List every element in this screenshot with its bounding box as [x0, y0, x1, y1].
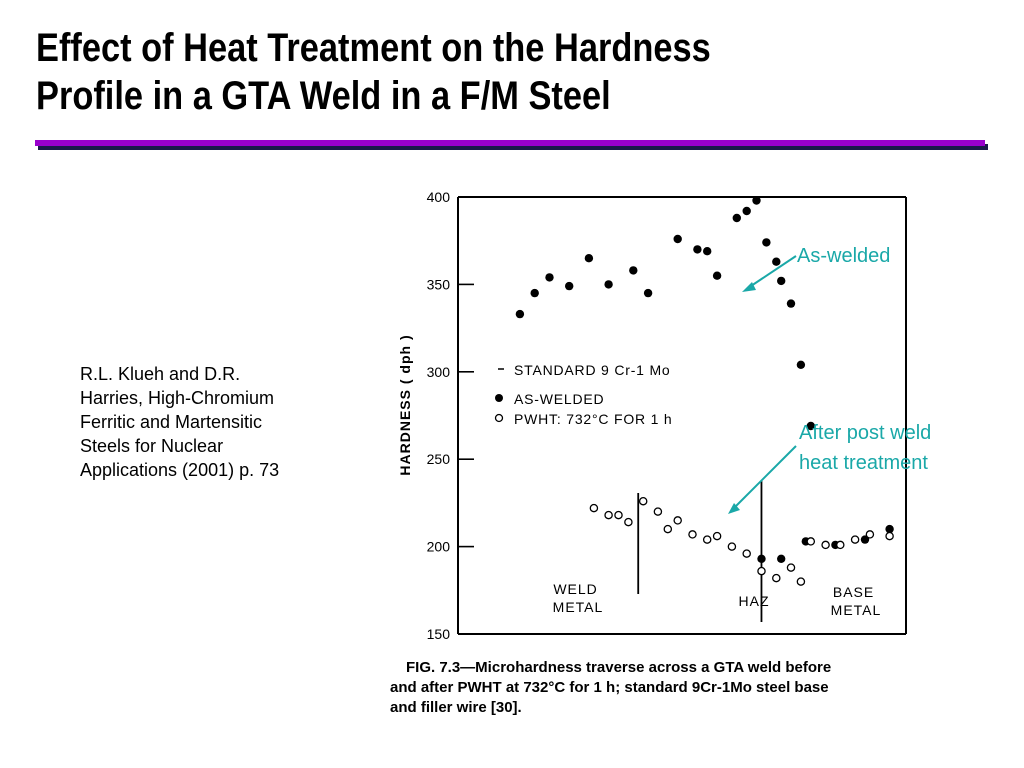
- pwht-point: [702, 535, 712, 544]
- data-points: [515, 196, 894, 586]
- as-welded-point: [742, 206, 751, 216]
- title-rule: [35, 140, 985, 146]
- pwht-point: [836, 540, 845, 550]
- y-tick-label: 400: [427, 189, 451, 205]
- pwht-point: [673, 516, 682, 525]
- as-welded-point: [584, 254, 594, 263]
- region-label-weld-metal: WELD METAL: [553, 581, 604, 615]
- as-welded-point: [777, 276, 786, 286]
- as-welded-point: [796, 360, 806, 369]
- as-welded-point: [806, 421, 815, 431]
- pwht-point: [727, 542, 737, 551]
- region-label-base-metal: BASE METAL: [831, 584, 882, 618]
- pwht-point: [712, 531, 722, 541]
- as-welded-point: [530, 288, 539, 298]
- citation-line: Steels for Nuclear: [80, 436, 224, 456]
- pwht-point: [772, 573, 781, 583]
- y-tick-label: 300: [427, 364, 451, 380]
- pwht-point: [589, 503, 599, 513]
- citation-line: R.L. Klueh and D.R.: [80, 364, 241, 384]
- citation: R.L. Klueh and D.R. Harries, High-Chromi…: [80, 362, 310, 482]
- arrowhead-pwht: [728, 503, 740, 514]
- as-welded-point: [643, 288, 653, 298]
- region-label-haz: HAZ: [739, 593, 770, 609]
- pwht-point: [688, 530, 697, 539]
- arrow-pwht: [733, 445, 797, 509]
- pwht-point: [850, 535, 860, 544]
- pwht-point: [653, 507, 663, 516]
- pwht-point: [885, 531, 894, 541]
- citation-line: Applications (2001) p. 73: [80, 460, 280, 480]
- as-welded-point: [703, 247, 712, 256]
- as-welded-point: [712, 271, 722, 280]
- caption-line: FIG. 7.3—Microhardness traverse across a…: [406, 659, 832, 676]
- legend-entry-as-welded: AS-WELDED: [514, 391, 604, 407]
- legend-title: STANDARD 9 Cr-1 Mo: [514, 362, 671, 378]
- region-weld-line-2: METAL: [553, 599, 604, 615]
- slide-title-line-2: Profile in a GTA Weld in a F/M Steel: [36, 74, 611, 118]
- arrowhead-as-welded: [742, 282, 756, 292]
- pwht-point: [796, 577, 806, 586]
- slide-title: Effect of Heat Treatment on the Hardness…: [36, 24, 853, 120]
- region-base-line-2: METAL: [831, 602, 882, 618]
- arrow-as-welded: [747, 255, 797, 289]
- region-base-line-1: BASE: [833, 584, 874, 600]
- as-welded-point: [515, 309, 525, 319]
- region-weld-line-1: WELD: [553, 581, 597, 597]
- pwht-point: [663, 524, 673, 534]
- as-welded-point: [786, 299, 796, 308]
- pwht-point: [821, 540, 830, 550]
- as-welded-point: [732, 213, 741, 223]
- as-welded-point: [673, 234, 682, 244]
- citation-line: Harries, High-Chromium: [80, 388, 275, 408]
- as-welded-point: [545, 273, 554, 282]
- legend-open-marker: [494, 413, 504, 423]
- y-tick-label: 350: [427, 276, 451, 292]
- chart-legend: STANDARD 9 Cr-1 Mo AS-WELDED PWHT: 732°C…: [494, 362, 673, 427]
- as-welded-point: [565, 281, 574, 291]
- pwht-point: [614, 510, 623, 520]
- as-welded-point: [777, 554, 786, 563]
- annotation-pwht: After post weld heat treatment: [799, 418, 931, 478]
- slide-title-line-1: Effect of Heat Treatment on the Hardness: [36, 26, 711, 70]
- chart-axes: [457, 196, 907, 635]
- legend-entry-pwht: PWHT: 732°C FOR 1 h: [514, 411, 673, 427]
- pwht-point: [865, 530, 875, 539]
- as-welded-point: [762, 238, 771, 247]
- y-ticks: 150 200 250 300 350 400: [427, 189, 474, 642]
- y-tick-label: 150: [427, 626, 451, 642]
- as-welded-point: [629, 266, 638, 275]
- as-welded-point: [752, 196, 761, 205]
- title-rule-shadow: [38, 144, 988, 150]
- as-welded-point: [757, 554, 766, 563]
- pwht-point: [624, 517, 633, 527]
- caption-line: and filler wire [30].: [390, 699, 522, 716]
- annotation-as-welded: As-welded: [797, 245, 891, 267]
- figure-caption: FIG. 7.3—Microhardness traverse across a…: [390, 658, 930, 718]
- annotation-pwht-line-2: heat treatment: [799, 452, 928, 474]
- as-welded-point: [604, 280, 613, 289]
- legend-filled-marker: [495, 394, 503, 402]
- citation-line: Ferritic and Martensitic: [80, 412, 263, 432]
- as-welded-point: [693, 245, 702, 254]
- region-boundaries: [637, 481, 763, 622]
- region-labels: WELD METAL HAZ BASE METAL: [553, 581, 882, 618]
- annotation-arrows: [728, 255, 797, 514]
- as-welded-point: [885, 524, 894, 534]
- pwht-point: [806, 537, 816, 546]
- y-tick-label: 250: [427, 451, 451, 467]
- pwht-point: [638, 496, 648, 506]
- pwht-point: [757, 566, 766, 576]
- pwht-point: [786, 563, 796, 572]
- pwht-point: [742, 549, 751, 558]
- y-axis-label: HARDNESS ( dph ): [397, 334, 413, 475]
- as-welded-point: [772, 257, 781, 266]
- annotation-pwht-line-1: After post weld: [799, 422, 932, 444]
- y-tick-label: 200: [427, 539, 451, 555]
- pwht-point: [604, 510, 613, 520]
- caption-line: and after PWHT at 732°C for 1 h; standar…: [390, 679, 829, 696]
